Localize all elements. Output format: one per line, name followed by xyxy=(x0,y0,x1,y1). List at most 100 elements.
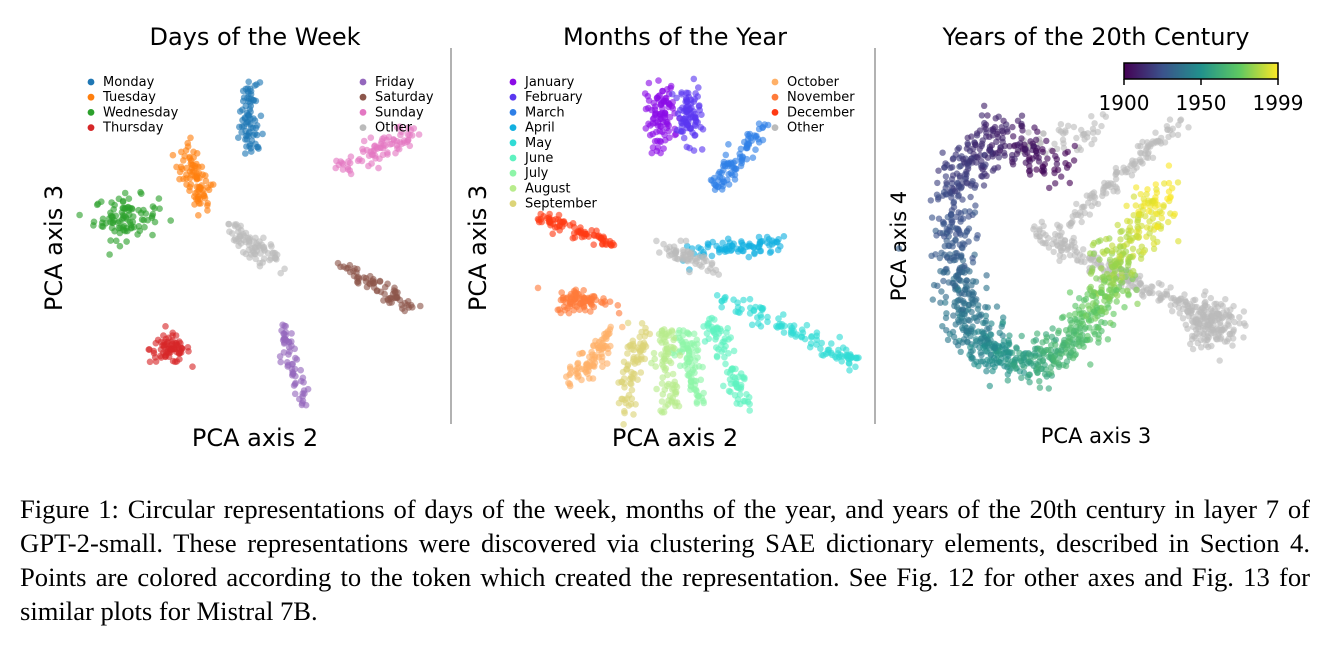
point-july xyxy=(694,346,702,354)
point-october xyxy=(605,349,612,357)
point-year xyxy=(1150,235,1157,242)
point-tuesday xyxy=(193,183,200,190)
point-june xyxy=(713,344,720,351)
figure-1: Days of the Week PCA axis 2 PCA axis 3 M… xyxy=(40,23,1304,452)
point-year xyxy=(927,197,934,204)
point-june xyxy=(700,323,707,330)
point-year xyxy=(1087,361,1094,368)
point-year xyxy=(1033,150,1041,157)
point-year xyxy=(945,233,952,240)
point-other xyxy=(1226,311,1233,319)
point-year xyxy=(981,102,988,110)
point-may xyxy=(730,296,737,304)
point-other xyxy=(1216,357,1223,364)
point-other xyxy=(1171,301,1179,308)
point-january xyxy=(654,144,662,151)
point-december xyxy=(555,211,563,219)
point-other xyxy=(1169,308,1176,315)
point-year xyxy=(1123,233,1130,241)
point-sunday xyxy=(344,163,352,171)
point-january xyxy=(659,128,666,136)
point-june xyxy=(719,338,727,346)
point-year xyxy=(982,161,989,168)
point-friday xyxy=(289,370,297,378)
point-year xyxy=(1112,260,1120,268)
point-other xyxy=(1240,334,1247,341)
point-august xyxy=(655,330,663,338)
point-may xyxy=(801,335,809,343)
point-november xyxy=(558,289,565,296)
point-other xyxy=(1198,344,1205,351)
point-year xyxy=(1032,345,1039,352)
point-saturday xyxy=(398,301,406,309)
point-year xyxy=(1066,326,1074,333)
point-other xyxy=(1228,330,1236,337)
point-wednesday xyxy=(90,218,98,226)
point-other xyxy=(1221,338,1229,345)
point-july xyxy=(700,389,707,397)
point-other xyxy=(696,253,704,261)
point-year xyxy=(1018,112,1026,119)
point-year xyxy=(1036,378,1043,385)
point-october xyxy=(590,342,597,349)
point-december xyxy=(581,228,589,236)
point-year xyxy=(1119,279,1126,286)
point-year xyxy=(963,324,970,332)
point-october xyxy=(582,361,590,369)
point-year xyxy=(960,215,967,222)
legend-label-march: March xyxy=(525,105,565,120)
point-year xyxy=(1117,265,1125,273)
point-wednesday xyxy=(115,224,122,232)
point-saturday xyxy=(360,274,368,281)
point-august xyxy=(662,365,670,372)
point-year xyxy=(991,343,998,350)
point-friday xyxy=(288,330,295,337)
point-year xyxy=(981,334,988,342)
point-wednesday xyxy=(113,237,120,245)
point-other xyxy=(1240,308,1248,315)
point-february xyxy=(685,118,692,126)
point-november xyxy=(588,301,596,309)
legend-marker-friday xyxy=(359,78,367,86)
point-year xyxy=(964,227,971,234)
point-april xyxy=(763,239,771,246)
colorbar-label-1950: 1950 xyxy=(1176,91,1227,115)
point-year xyxy=(942,299,949,306)
point-other xyxy=(1215,326,1222,333)
legend-marker-may xyxy=(509,139,517,147)
point-year xyxy=(986,325,993,332)
point-year xyxy=(950,204,958,211)
point-may xyxy=(813,329,821,337)
point-other xyxy=(1202,309,1210,316)
point-year xyxy=(1106,287,1113,294)
point-other xyxy=(1112,164,1120,172)
point-february xyxy=(689,114,697,121)
point-wednesday xyxy=(99,215,107,223)
legend-label-february: February xyxy=(525,90,583,105)
point-year xyxy=(1048,342,1055,349)
point-year xyxy=(1072,302,1079,310)
point-other xyxy=(1056,252,1064,259)
point-year xyxy=(959,324,966,332)
point-year xyxy=(1117,236,1124,243)
point-monday xyxy=(245,78,252,86)
colorbar-label-1999: 1999 xyxy=(1253,91,1304,115)
point-year xyxy=(1040,166,1048,174)
point-monday xyxy=(251,82,259,89)
point-year xyxy=(1004,377,1011,384)
point-may xyxy=(853,354,861,362)
point-january xyxy=(664,119,671,126)
point-year xyxy=(1043,137,1050,145)
point-year xyxy=(1087,283,1095,291)
point-other xyxy=(1148,283,1155,290)
point-year xyxy=(1070,157,1078,164)
point-other xyxy=(680,248,687,256)
point-year xyxy=(966,317,973,324)
point-year xyxy=(967,348,975,356)
point-other xyxy=(1073,134,1080,142)
point-september xyxy=(638,356,645,363)
legend-marker-monday xyxy=(87,78,95,86)
point-other xyxy=(1045,234,1052,242)
point-may xyxy=(764,318,771,326)
point-august xyxy=(676,352,684,359)
